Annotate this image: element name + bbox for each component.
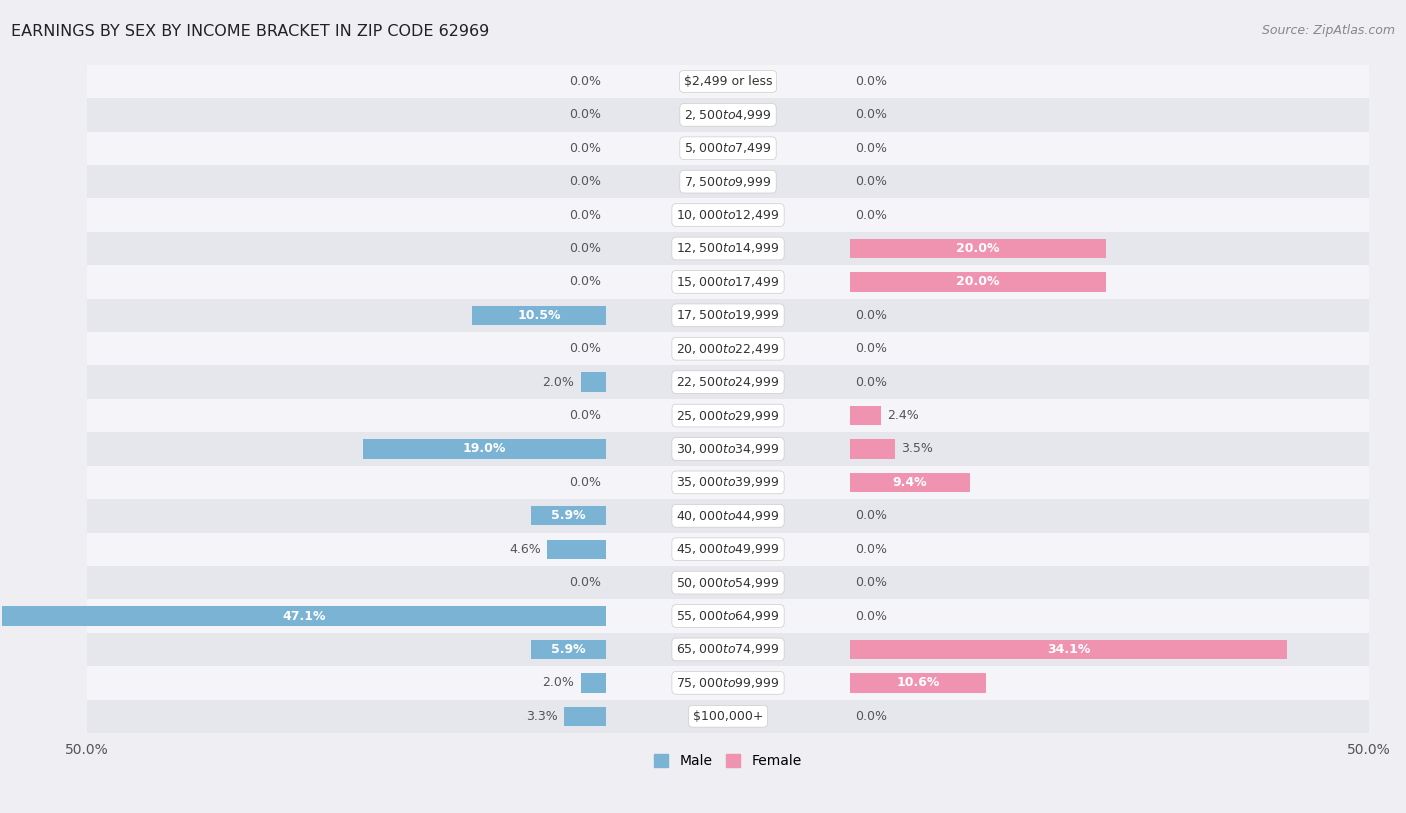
Bar [87,666,1369,699]
Bar [547,540,606,559]
Text: 0.0%: 0.0% [855,610,887,623]
Bar [87,332,1369,365]
Text: $20,000 to $22,499: $20,000 to $22,499 [676,341,780,356]
Text: $2,500 to $4,999: $2,500 to $4,999 [685,108,772,122]
Text: 0.0%: 0.0% [855,710,887,723]
Text: 19.0%: 19.0% [463,442,506,455]
Text: 4.6%: 4.6% [509,543,541,556]
Bar [87,265,1369,298]
Bar [530,640,606,659]
Text: 0.0%: 0.0% [855,342,887,355]
Text: $40,000 to $44,999: $40,000 to $44,999 [676,509,780,523]
Text: $25,000 to $29,999: $25,000 to $29,999 [676,409,780,423]
Text: $100,000+: $100,000+ [693,710,763,723]
Bar [363,439,606,459]
Text: 0.0%: 0.0% [855,108,887,121]
Legend: Male, Female: Male, Female [654,754,801,768]
Text: $75,000 to $99,999: $75,000 to $99,999 [676,676,780,690]
Bar [87,433,1369,466]
Bar [530,506,606,525]
Bar [849,406,880,425]
Bar [564,706,606,726]
Text: 0.0%: 0.0% [569,242,602,255]
Text: 0.0%: 0.0% [569,276,602,289]
Bar [849,472,970,492]
Text: 0.0%: 0.0% [569,108,602,121]
Text: 0.0%: 0.0% [569,175,602,188]
Bar [87,232,1369,265]
Text: 0.0%: 0.0% [855,209,887,222]
Text: 0.0%: 0.0% [855,175,887,188]
Text: $22,500 to $24,999: $22,500 to $24,999 [676,375,780,389]
Bar [87,599,1369,633]
Bar [471,306,606,325]
Text: 3.5%: 3.5% [901,442,934,455]
Text: $5,000 to $7,499: $5,000 to $7,499 [685,141,772,155]
Bar [87,399,1369,433]
Text: $2,499 or less: $2,499 or less [683,75,772,88]
Bar [849,439,894,459]
Text: 0.0%: 0.0% [569,141,602,154]
Text: 20.0%: 20.0% [956,242,1000,255]
Text: 0.0%: 0.0% [855,543,887,556]
Bar [849,640,1286,659]
Bar [87,365,1369,399]
Text: $65,000 to $74,999: $65,000 to $74,999 [676,642,780,656]
Text: 34.1%: 34.1% [1046,643,1090,656]
Text: 0.0%: 0.0% [855,576,887,589]
Text: $55,000 to $64,999: $55,000 to $64,999 [676,609,780,623]
Text: 0.0%: 0.0% [569,209,602,222]
Bar [87,298,1369,332]
Text: 0.0%: 0.0% [855,376,887,389]
Text: 3.3%: 3.3% [526,710,558,723]
Text: 2.0%: 2.0% [543,376,574,389]
Text: 0.0%: 0.0% [569,75,602,88]
Bar [87,466,1369,499]
Bar [87,699,1369,733]
Text: Source: ZipAtlas.com: Source: ZipAtlas.com [1261,24,1395,37]
Bar [87,98,1369,132]
Bar [87,499,1369,533]
Text: 0.0%: 0.0% [855,509,887,522]
Bar [87,65,1369,98]
Bar [3,606,606,626]
Text: 2.4%: 2.4% [887,409,918,422]
Bar [87,633,1369,666]
Text: 5.9%: 5.9% [551,509,586,522]
Text: 0.0%: 0.0% [855,141,887,154]
Text: 0.0%: 0.0% [855,309,887,322]
Bar [87,198,1369,232]
Text: 0.0%: 0.0% [569,409,602,422]
Text: 0.0%: 0.0% [569,342,602,355]
Text: $45,000 to $49,999: $45,000 to $49,999 [676,542,780,556]
Text: EARNINGS BY SEX BY INCOME BRACKET IN ZIP CODE 62969: EARNINGS BY SEX BY INCOME BRACKET IN ZIP… [11,24,489,39]
Text: $35,000 to $39,999: $35,000 to $39,999 [676,476,780,489]
Text: 47.1%: 47.1% [283,610,326,623]
Bar [87,533,1369,566]
Text: $7,500 to $9,999: $7,500 to $9,999 [685,175,772,189]
Text: 5.9%: 5.9% [551,643,586,656]
Text: $30,000 to $34,999: $30,000 to $34,999 [676,442,780,456]
Text: 20.0%: 20.0% [956,276,1000,289]
Text: 10.5%: 10.5% [517,309,561,322]
Bar [581,673,606,693]
Text: $15,000 to $17,499: $15,000 to $17,499 [676,275,780,289]
Text: $12,500 to $14,999: $12,500 to $14,999 [676,241,780,255]
Bar [87,132,1369,165]
Text: 0.0%: 0.0% [855,75,887,88]
Text: 0.0%: 0.0% [569,576,602,589]
Text: 10.6%: 10.6% [896,676,939,689]
Text: $17,500 to $19,999: $17,500 to $19,999 [676,308,780,322]
Bar [849,272,1107,292]
Bar [849,673,986,693]
Text: $10,000 to $12,499: $10,000 to $12,499 [676,208,780,222]
Text: 9.4%: 9.4% [893,476,928,489]
Bar [87,165,1369,198]
Bar [849,239,1107,259]
Text: 2.0%: 2.0% [543,676,574,689]
Bar [87,566,1369,599]
Text: $50,000 to $54,999: $50,000 to $54,999 [676,576,780,589]
Bar [581,372,606,392]
Text: 0.0%: 0.0% [569,476,602,489]
